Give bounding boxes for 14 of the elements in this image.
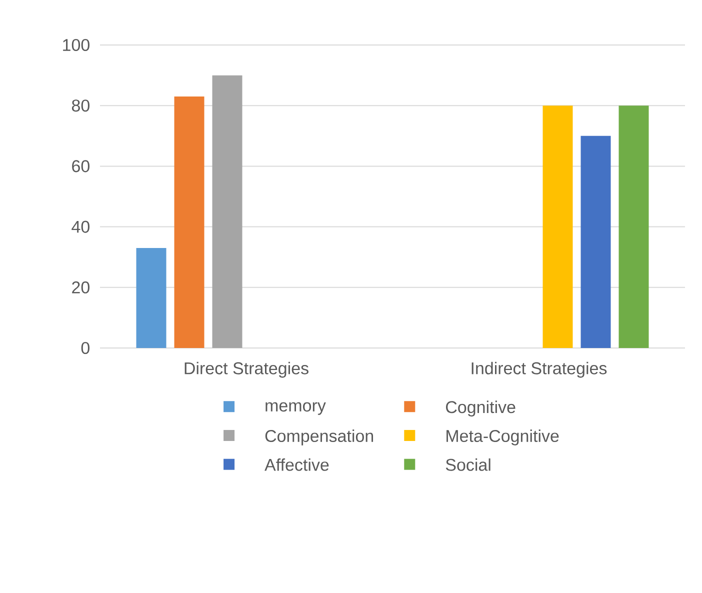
legend-label: Cognitive [446,400,516,417]
y-tick-label: 60 [72,160,90,172]
x-tick-label: Direct Strategies [184,362,308,378]
y-tick-label: 20 [72,281,90,294]
y-tick-label: 0 [81,342,90,354]
legend-label: Compensation [265,430,374,446]
legend-label: Meta-Cognitive [446,430,559,446]
legend-label: Affective [264,458,329,471]
x-tick-label: Indirect Strategies [472,362,607,378]
legend-label: memory [266,402,326,415]
y-tick-label: 100 [63,38,90,52]
y-tick-label: 80 [72,100,90,112]
y-tick-label: 40 [72,220,90,233]
legend-label: Social [446,458,490,471]
